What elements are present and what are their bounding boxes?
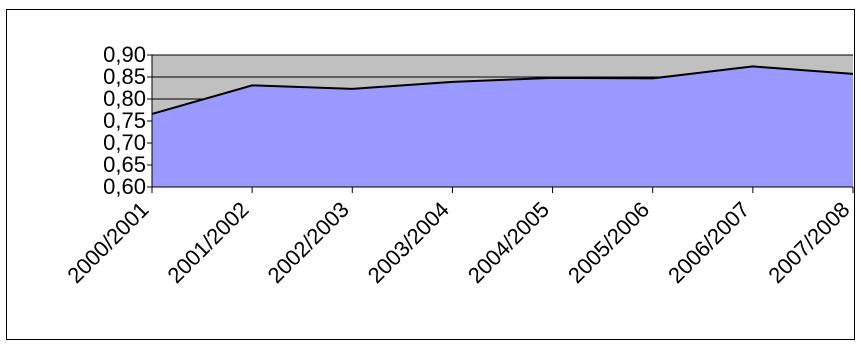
y-tick-label: 0,85	[103, 64, 146, 89]
y-tick-label: 0,75	[103, 108, 146, 133]
y-tick-label: 0,65	[103, 152, 146, 177]
y-tick-label: 0,90	[103, 42, 146, 67]
y-tick-label: 0,80	[103, 86, 146, 111]
x-tick-label: 2005/2006	[563, 197, 654, 288]
series-line	[151, 65, 854, 115]
x-tick-label: 2007/2008	[763, 197, 854, 288]
x-tick-label: 2004/2005	[463, 197, 554, 288]
x-tick-label: 2006/2007	[663, 197, 754, 288]
series-area	[152, 66, 853, 187]
x-tick-label: 2002/2003	[263, 197, 354, 288]
x-tick-label: 2001/2002	[162, 197, 253, 288]
x-tick-label: 2000/2001	[62, 197, 153, 288]
y-tick-label: 0,70	[103, 130, 146, 155]
x-tick-label: 2003/2004	[363, 197, 454, 288]
y-tick-label: 0,60	[103, 174, 146, 199]
